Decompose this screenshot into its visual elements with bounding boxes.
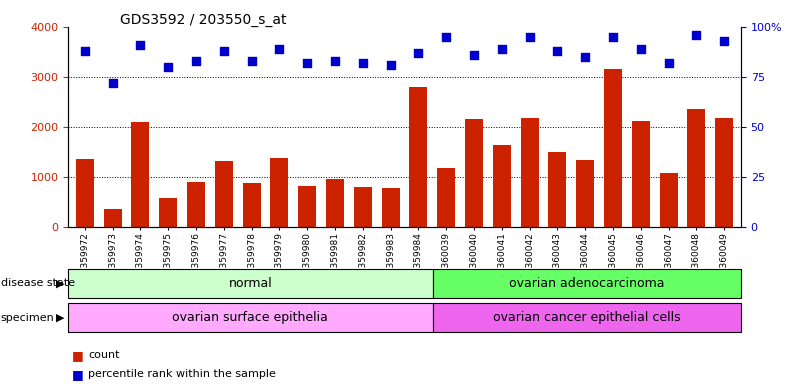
Bar xyxy=(549,152,566,227)
Point xyxy=(134,42,147,48)
Point xyxy=(328,58,341,64)
Bar xyxy=(243,183,260,227)
Point xyxy=(523,34,536,40)
Point xyxy=(662,60,675,66)
Point xyxy=(107,80,119,86)
Bar xyxy=(68,269,433,298)
Point xyxy=(440,34,453,40)
Bar xyxy=(326,179,344,227)
Bar xyxy=(493,145,511,227)
Bar xyxy=(103,209,122,227)
Bar xyxy=(271,158,288,227)
Point xyxy=(245,58,258,64)
Text: specimen: specimen xyxy=(1,313,54,323)
Text: count: count xyxy=(88,350,119,360)
Bar xyxy=(687,109,706,227)
Bar xyxy=(604,70,622,227)
Bar xyxy=(187,182,205,227)
Point xyxy=(384,62,397,68)
Bar xyxy=(576,160,594,227)
Point xyxy=(579,54,592,60)
Text: disease state: disease state xyxy=(1,278,75,288)
Bar xyxy=(159,198,177,227)
Bar xyxy=(632,121,650,227)
Bar xyxy=(215,161,233,227)
Bar xyxy=(68,303,433,332)
Point xyxy=(412,50,425,56)
Text: ■: ■ xyxy=(72,368,84,381)
Bar xyxy=(76,159,94,227)
Bar xyxy=(409,87,428,227)
Point xyxy=(606,34,619,40)
Point xyxy=(162,64,175,70)
Bar xyxy=(131,122,150,227)
Bar xyxy=(715,118,733,227)
Point xyxy=(468,52,481,58)
Bar xyxy=(433,269,741,298)
Text: ovarian surface epithelia: ovarian surface epithelia xyxy=(172,311,328,324)
Bar xyxy=(465,119,483,227)
Point xyxy=(217,48,230,54)
Text: normal: normal xyxy=(228,277,272,290)
Point xyxy=(273,46,286,52)
Point xyxy=(718,38,731,44)
Point xyxy=(78,48,91,54)
Text: ▶: ▶ xyxy=(55,278,64,288)
Point xyxy=(301,60,314,66)
Point xyxy=(495,46,508,52)
Point xyxy=(690,32,702,38)
Bar xyxy=(659,173,678,227)
Bar xyxy=(298,185,316,227)
Text: ovarian adenocarcinoma: ovarian adenocarcinoma xyxy=(509,277,665,290)
Text: percentile rank within the sample: percentile rank within the sample xyxy=(88,369,276,379)
Point xyxy=(190,58,203,64)
Bar xyxy=(354,187,372,227)
Point xyxy=(551,48,564,54)
Point xyxy=(634,46,647,52)
Text: ▶: ▶ xyxy=(55,313,64,323)
Text: ■: ■ xyxy=(72,349,84,362)
Point xyxy=(356,60,369,66)
Text: ovarian cancer epithelial cells: ovarian cancer epithelial cells xyxy=(493,311,681,324)
Bar xyxy=(433,303,741,332)
Bar xyxy=(381,188,400,227)
Bar xyxy=(437,168,455,227)
Text: GDS3592 / 203550_s_at: GDS3592 / 203550_s_at xyxy=(120,13,287,27)
Bar xyxy=(521,118,538,227)
